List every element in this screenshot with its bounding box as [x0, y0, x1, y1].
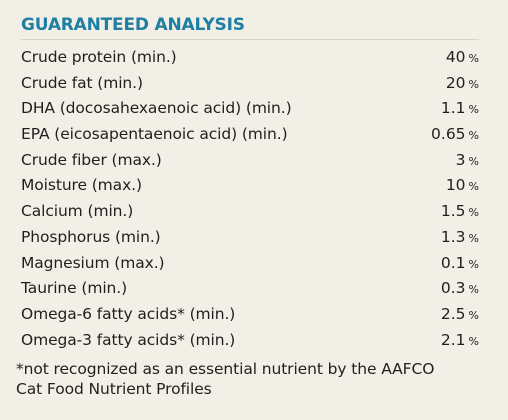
nutrient-label: Taurine (min.)	[21, 279, 128, 298]
nutrient-value: 10	[445, 176, 466, 195]
nutrient-value: 0.1	[440, 253, 466, 272]
unit-symbol: %	[468, 52, 479, 65]
nutrient-row: Calcium (min.) 1.5%	[21, 199, 479, 225]
nutrient-value: 20	[445, 73, 466, 92]
nutrient-table: Crude protein (min.) 40% Crude fat (min.…	[21, 45, 479, 353]
nutrient-value: 0.3	[440, 279, 466, 298]
nutrient-label: Calcium (min.)	[21, 202, 134, 221]
nutrient-value-group: 0.3%	[441, 276, 479, 303]
nutrient-value-group: 2.5%	[441, 302, 479, 329]
nutrient-value-group: 1.3%	[441, 225, 479, 252]
nutrient-label: Magnesium (max.)	[21, 253, 165, 272]
unit-symbol: %	[468, 231, 479, 245]
nutrient-value: 1.3	[440, 227, 466, 246]
nutrient-value-group: 1.5%	[441, 199, 479, 226]
nutrient-value: 3	[455, 150, 466, 169]
nutrient-label: Moisture (max.)	[21, 176, 142, 195]
nutrient-row: Omega-3 fatty acids* (min.) 2.1%	[21, 328, 479, 354]
nutrient-value: 1.5	[440, 202, 466, 221]
nutrient-label: DHA (docosahexaenoic acid) (min.)	[21, 99, 292, 118]
nutrient-label: Crude fat (min.)	[21, 73, 143, 92]
footnote-line: Cat Food Nutrient Profiles	[16, 380, 212, 398]
nutrient-value-group: 10%	[446, 173, 479, 200]
nutrient-row: Crude protein (min.) 40%	[21, 45, 479, 71]
unit-symbol: %	[468, 334, 479, 348]
nutrient-value-group: 40%	[446, 45, 479, 72]
nutrient-label: Crude fiber (max.)	[21, 150, 162, 169]
nutrient-label: Phosphorus (min.)	[21, 227, 161, 246]
section-title: GUARANTEED ANALYSIS	[21, 15, 245, 35]
nutrient-value-group: 0.65%	[431, 122, 479, 149]
nutrient-value: 2.1	[440, 330, 466, 349]
title-divider	[21, 39, 479, 40]
unit-symbol: %	[468, 283, 479, 297]
footnote: *not recognized as an essential nutrient…	[16, 359, 494, 399]
nutrient-row: Phosphorus (min.) 1.3%	[21, 225, 479, 251]
nutrient-value: 2.5	[440, 304, 466, 323]
nutrient-value-group: 2.1%	[441, 328, 479, 355]
footnote-line: *not recognized as an essential nutrient…	[16, 360, 435, 378]
nutrient-value: 0.65	[431, 125, 466, 144]
unit-symbol: %	[468, 154, 479, 168]
unit-symbol: %	[468, 103, 479, 117]
unit-symbol: %	[468, 257, 479, 271]
nutrient-label: Omega-6 fatty acids* (min.)	[21, 304, 236, 323]
nutrient-row: Crude fiber (max.) 3%	[21, 148, 479, 174]
unit-symbol: %	[468, 206, 479, 220]
nutrient-value: 1.1	[440, 99, 466, 118]
nutrient-value: 40	[445, 48, 466, 66]
nutrient-row: Taurine (min.) 0.3%	[21, 276, 479, 302]
nutrient-label: Crude protein (min.)	[21, 48, 177, 66]
nutrient-label: EPA (eicosapentaenoic acid) (min.)	[21, 125, 288, 144]
nutrient-row: EPA (eicosapentaenoic acid) (min.) 0.65%	[21, 122, 479, 148]
nutrient-row: Crude fat (min.) 20%	[21, 71, 479, 97]
unit-symbol: %	[468, 129, 479, 143]
nutrient-row: Moisture (max.) 10%	[21, 173, 479, 199]
unit-symbol: %	[468, 308, 479, 322]
nutrient-value-group: 20%	[446, 71, 479, 98]
unit-symbol: %	[468, 77, 479, 91]
nutrient-label: Omega-3 fatty acids* (min.)	[21, 330, 236, 349]
nutrient-row: Omega-6 fatty acids* (min.) 2.5%	[21, 302, 479, 328]
nutrient-value-group: 3%	[456, 148, 479, 175]
nutrient-value-group: 1.1%	[441, 96, 479, 123]
nutrient-value-group: 0.1%	[441, 251, 479, 278]
nutrient-row: DHA (docosahexaenoic acid) (min.) 1.1%	[21, 96, 479, 122]
nutrient-row: Magnesium (max.) 0.1%	[21, 251, 479, 277]
unit-symbol: %	[468, 180, 479, 194]
